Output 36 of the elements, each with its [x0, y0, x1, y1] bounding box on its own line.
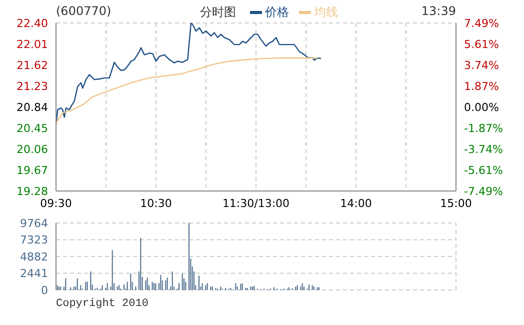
y-tick-label: 19.67 [16, 164, 48, 177]
legend-label: 价格 [264, 4, 289, 21]
y-tick-label: 20.84 [16, 101, 48, 114]
y-tick-label: 21.62 [16, 59, 48, 72]
chart-title: (600770) [56, 4, 112, 18]
text: Copyright 2010 [56, 298, 148, 310]
y2-tick-label: 0.00% [464, 101, 499, 114]
y2-tick-label: -3.74% [464, 142, 503, 156]
y-tick-label: 4882 [20, 250, 48, 264]
y-tick-label: 0 [41, 284, 48, 297]
y-tick-label: 21.23 [16, 80, 48, 93]
y2-tick-label: -7.49% [464, 185, 503, 198]
legend-label: 均线 [313, 4, 338, 21]
y-tick-label: 20.06 [16, 143, 48, 156]
x-tick-label: 15:00 [440, 196, 472, 210]
y2-tick-label: -5.61% [464, 164, 503, 177]
y2-tick-label: -1.87% [464, 122, 503, 135]
x-tick-label: 09:30 [40, 196, 72, 210]
x-tick-label: 14:00 [340, 196, 372, 210]
x-tick-label: 11:30/13:00 [222, 196, 290, 210]
y2-tick-label: 1.87% [464, 80, 499, 94]
y-tick-label: 22.01 [16, 38, 48, 51]
y-tick-label: 22.40 [16, 17, 48, 30]
y2-tick-label: 5.61% [464, 38, 499, 52]
x-tick-label: 10:30 [140, 196, 172, 210]
text: 13:39 [421, 4, 456, 18]
line-series [56, 57, 318, 124]
y2-tick-label: 3.74% [464, 59, 499, 72]
text: 分时图 [200, 4, 236, 21]
y-tick-label: 9764 [20, 216, 48, 230]
y2-tick-label: 7.49% [464, 17, 499, 30]
y-tick-label: 2441 [20, 267, 48, 280]
y-tick-label: 19.28 [16, 185, 48, 198]
line-series [56, 23, 322, 126]
y-tick-label: 20.45 [16, 122, 48, 135]
y-tick-label: 7323 [20, 234, 48, 247]
